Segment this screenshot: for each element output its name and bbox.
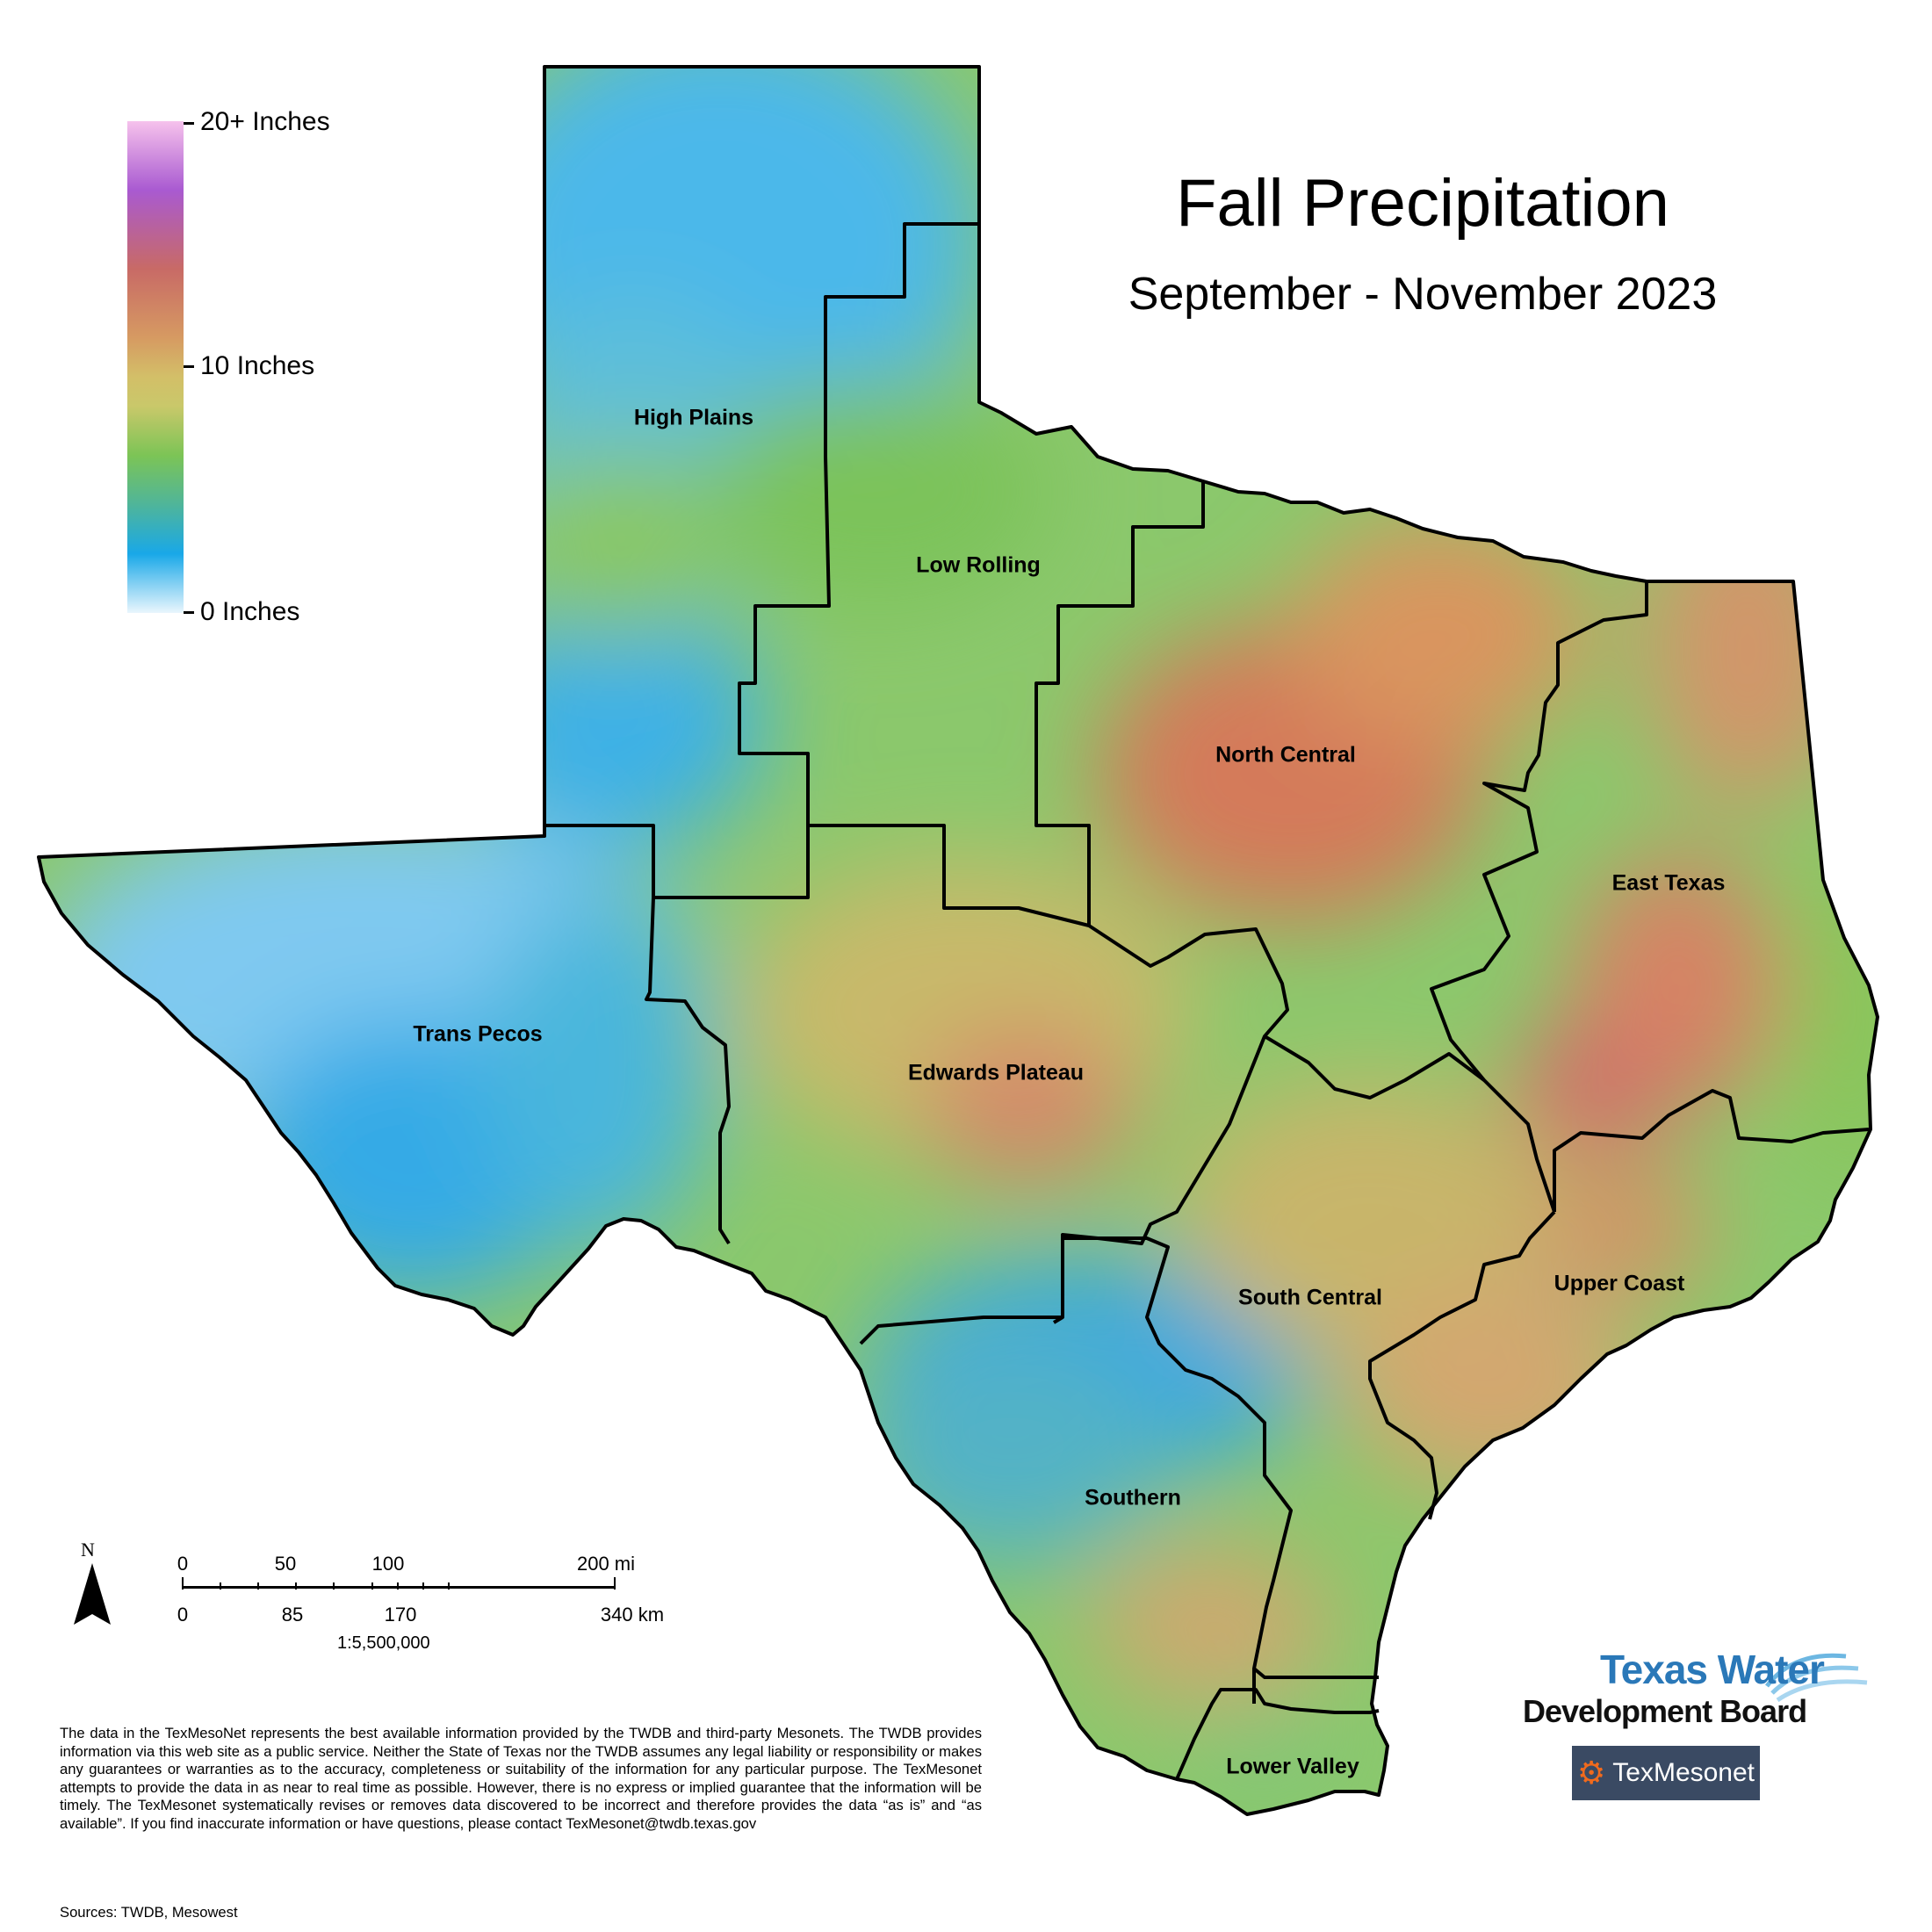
scale-tick (397, 1582, 399, 1590)
texmesonet-logo-text: TexMesonet (1612, 1758, 1755, 1787)
region-label-trans-pecos: Trans Pecos (413, 1021, 543, 1047)
twdb-logo-line1: Texas Water (1600, 1647, 1825, 1692)
scale-km-340: 340 km (600, 1604, 665, 1626)
scale-mi-200: 200 mi (576, 1553, 636, 1575)
legend-label-middle: 10 Inches (200, 351, 315, 380)
map-title: Fall Precipitation (1176, 166, 1669, 241)
scale-km-0: 0 (177, 1604, 189, 1626)
region-label-south-central: South Central (1238, 1285, 1382, 1310)
legend-label-top: 20+ Inches (200, 107, 330, 136)
scale-tick (295, 1582, 297, 1590)
scale-tick (257, 1582, 259, 1590)
scale-tick (422, 1582, 424, 1590)
scale-tick (448, 1582, 450, 1590)
scale-tick (333, 1582, 335, 1590)
water-wave-icon (1765, 1653, 1868, 1703)
north-arrow-icon (74, 1563, 111, 1625)
region-label-edwards-plateau: Edwards Plateau (907, 1060, 1085, 1085)
scale-tick (614, 1577, 616, 1590)
scale-mi-0: 0 (177, 1553, 189, 1575)
legend-tick-bottom (184, 611, 194, 614)
scale-mi-100: 100 (371, 1553, 405, 1575)
north-letter: N (81, 1539, 95, 1561)
region-boundaries (544, 222, 1870, 1780)
region-label-lower-valley: Lower Valley (1226, 1754, 1359, 1779)
region-label-east-texas: East Texas (1611, 870, 1726, 896)
scale-tick (371, 1582, 373, 1590)
scale-km-170: 170 (384, 1604, 417, 1626)
scale-mi-50: 50 (274, 1553, 297, 1575)
scale-km-85: 85 (281, 1604, 304, 1626)
region-label-upper-coast: Upper Coast (1554, 1271, 1685, 1296)
precipitation-color-scale (127, 121, 184, 613)
gear-icon: ⚙ (1576, 1755, 1606, 1791)
region-label-southern: Southern (1085, 1485, 1181, 1510)
legend-tick-top (184, 122, 194, 125)
scale-tick (182, 1577, 184, 1590)
scale-tick (220, 1582, 221, 1590)
twdb-logo-line2: Development Board (1523, 1693, 1807, 1729)
legend-tick-middle (184, 365, 194, 368)
disclaimer-text: The data in the TexMesoNet represents th… (60, 1725, 982, 1832)
scale-bar (183, 1586, 615, 1589)
texmesonet-logo: ⚙ TexMesonet (1572, 1746, 1760, 1800)
region-label-high-plains: High Plains (633, 405, 754, 430)
sources-text: Sources: TWDB, Mesowest (60, 1904, 238, 1921)
region-label-north-central: North Central (1215, 742, 1356, 768)
scale-ratio: 1:5,500,000 (337, 1633, 430, 1653)
map-subtitle: September - November 2023 (1128, 269, 1718, 320)
legend-label-bottom: 0 Inches (200, 597, 300, 626)
texas-state-outline (37, 65, 1879, 1816)
region-label-low-rolling: Low Rolling (916, 552, 1041, 578)
